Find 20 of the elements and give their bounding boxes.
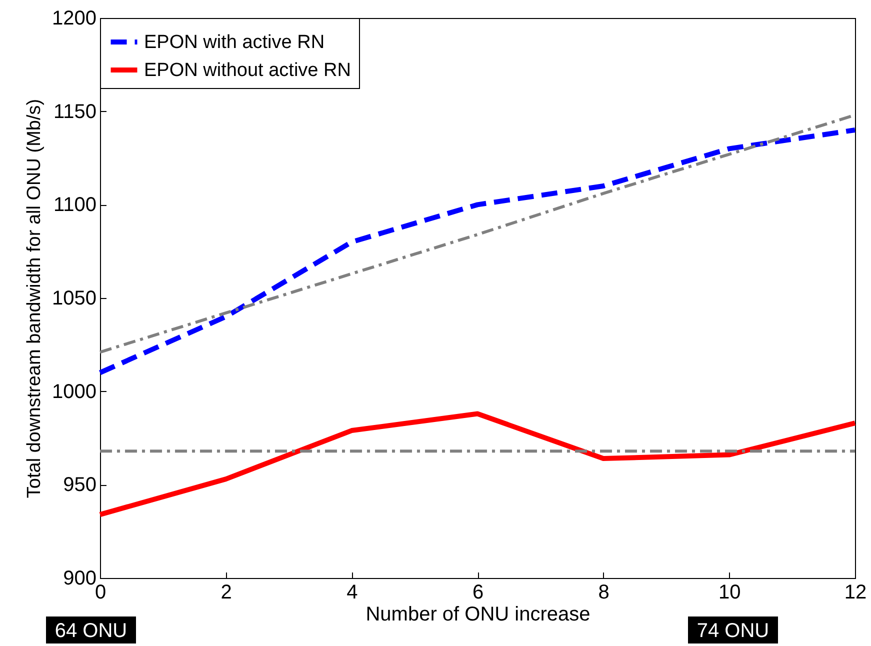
x-axis-title: Number of ONU increase (366, 604, 590, 626)
y-tick-label: 1200 (52, 8, 96, 30)
y-tick-label: 1100 (53, 194, 96, 216)
text: 64 ONU (54, 620, 128, 642)
x-tick-label: 12 (844, 582, 867, 604)
y-tick-label: 900 (63, 568, 96, 590)
y-tick-label: 950 (63, 474, 96, 496)
y-tick-label: 1150 (53, 100, 96, 123)
legend-label: EPON with active RN (144, 32, 325, 53)
x-tick-label: 0 (94, 582, 106, 604)
y-tick-label: 1050 (52, 288, 96, 310)
x-tick-label: 2 (220, 582, 232, 604)
y-axis-title: Total downstream bandwidth for all ONU (Mb/s) (24, 98, 46, 498)
x-tick-label: 6 (472, 582, 484, 604)
x-tick-label: 8 (598, 582, 610, 604)
y-tick-label: 1000 (52, 380, 96, 403)
legend-label: EPON without active RN (144, 60, 351, 81)
text: 74 ONU (696, 620, 770, 642)
x-tick-label: 10 (718, 582, 741, 604)
x-tick-label: 4 (346, 582, 358, 604)
